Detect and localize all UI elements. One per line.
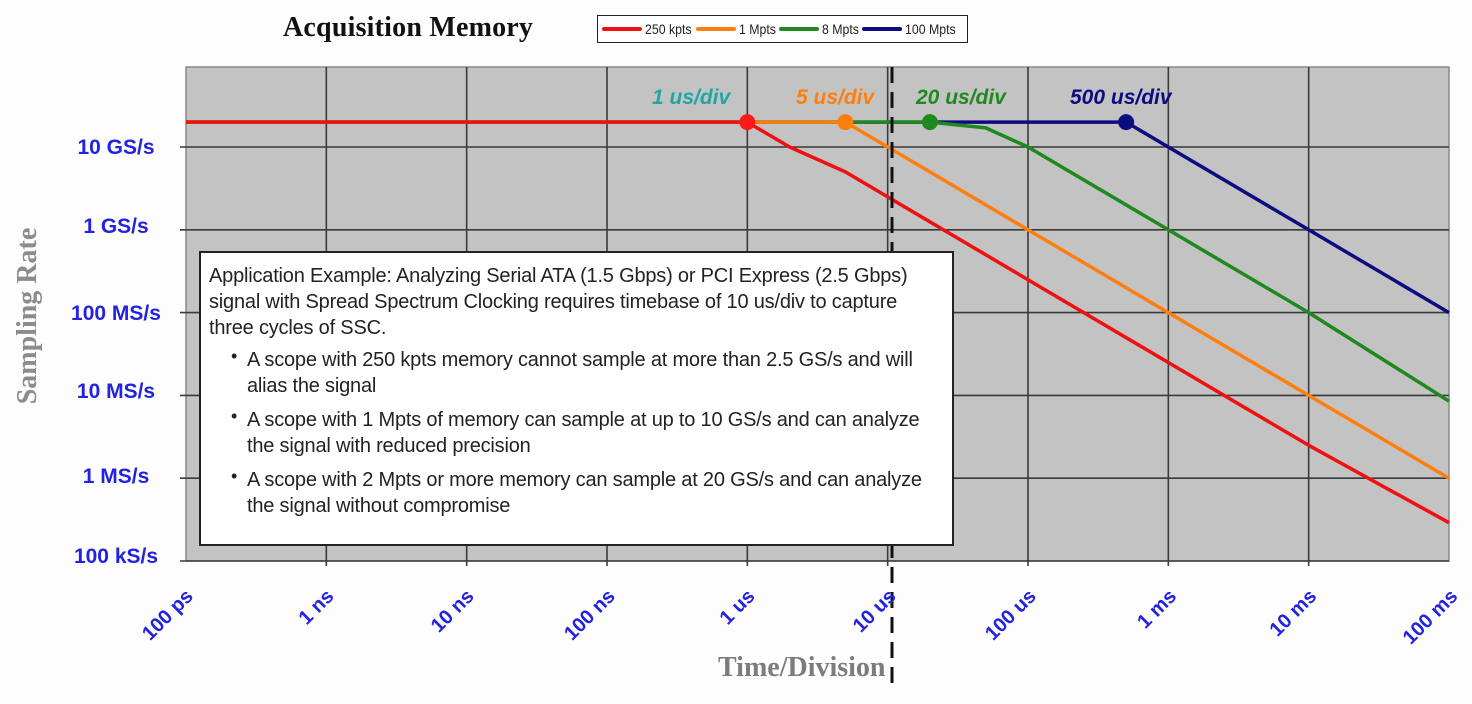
legend-swatch-red (602, 27, 642, 31)
x-axis-label: Time/Division (718, 652, 886, 683)
legend-label: 250 kpts (645, 21, 692, 37)
y-tick-label: 1 GS/s (83, 215, 149, 238)
annotation-intro: Application Example: Analyzing Serial AT… (209, 265, 908, 339)
marker-label-5us: 5 us/div (796, 86, 875, 109)
y-tick-label: 10 GS/s (77, 136, 155, 159)
y-tick-label: 1 MS/s (82, 465, 150, 488)
marker-label-1us: 1 us/div (652, 86, 731, 109)
legend-item-250kpts: 250 kpts (602, 21, 692, 37)
marker-dot (739, 114, 756, 131)
series-line-250-kpts (186, 120, 1450, 525)
y-tick-label: 10 MS/s (76, 380, 156, 403)
y-tick-label: 100 MS/s (71, 302, 161, 325)
legend-item-8mpts: 8 Mpts (778, 21, 859, 37)
marker-label-500us: 500 us/div (1070, 86, 1172, 109)
marker-dot (921, 114, 938, 131)
annotation-bullet: A scope with 1 Mpts of memory can sample… (231, 403, 944, 459)
legend-label: 1 Mpts (738, 21, 776, 37)
y-tick-label: 100 kS/s (73, 545, 159, 568)
legend-label: 8 Mpts (821, 21, 859, 37)
legend-swatch-navy (861, 27, 902, 31)
chart-title: Acquisition Memory (283, 12, 534, 43)
annotation-bullets: A scope with 250 kpts memory cannot samp… (209, 343, 944, 519)
annotation-bullet: A scope with 250 kpts memory cannot samp… (231, 343, 944, 399)
legend-swatch-green (778, 27, 819, 31)
marker-dot (837, 114, 854, 131)
application-example-box: Application Example: Analyzing Serial AT… (199, 251, 954, 546)
legend-label: 100 Mpts (904, 21, 956, 37)
legend-item-100mpts: 100 Mpts (861, 21, 957, 37)
legend-swatch-orange (695, 27, 736, 31)
legend-item-1mpts: 1 Mpts (695, 21, 776, 37)
marker-dots (739, 114, 1135, 131)
marker-label-20us: 20 us/div (916, 86, 1006, 109)
legend: 250 kpts 1 Mpts 8 Mpts 100 Mpts (597, 15, 968, 43)
marker-dot (1118, 114, 1135, 131)
annotation-bullet: A scope with 2 Mpts or more memory can s… (231, 463, 944, 519)
